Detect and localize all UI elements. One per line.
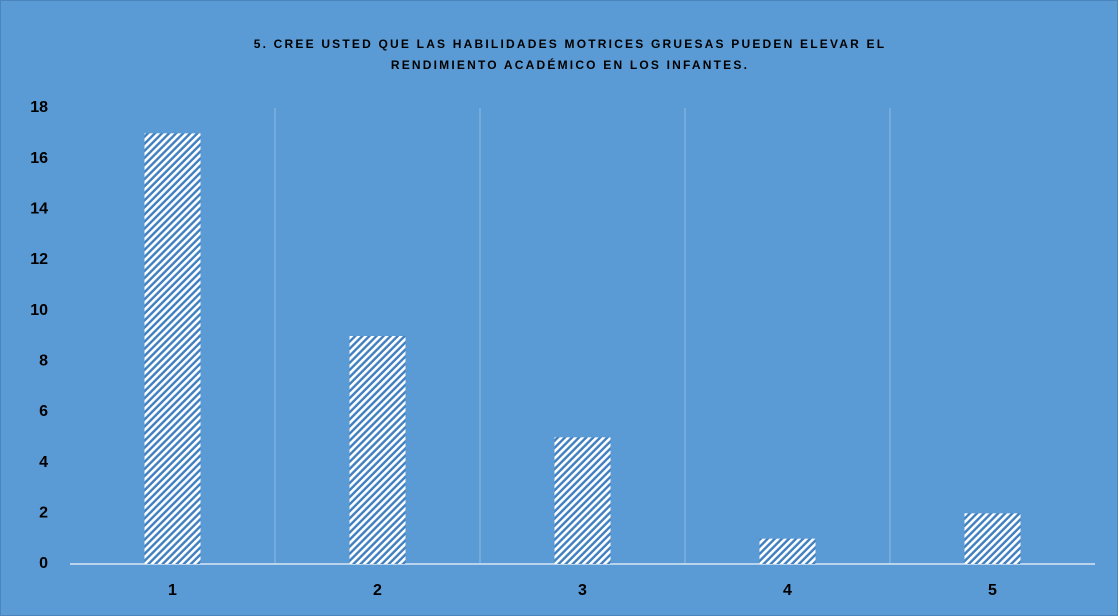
y-tick-label: 8: [39, 353, 48, 370]
y-tick-label: 2: [39, 505, 48, 522]
x-tick-label: 3: [578, 582, 587, 599]
y-tick-label: 4: [39, 454, 48, 471]
bar: [964, 513, 1021, 564]
x-tick-label: 5: [988, 582, 997, 599]
bar: [759, 538, 816, 564]
bar: [554, 437, 611, 564]
y-tick-label: 6: [39, 403, 48, 420]
y-tick-label: 14: [30, 201, 48, 218]
x-tick-label: 2: [373, 582, 382, 599]
y-tick-label: 12: [30, 251, 48, 268]
y-tick-label: 18: [30, 99, 48, 116]
x-tick-label: 1: [168, 582, 177, 599]
y-tick-label: 10: [30, 302, 48, 319]
chart-title: RENDIMIENTO ACADÉMICO EN LOS INFANTES.: [391, 57, 749, 72]
chart-title: 5. CREE USTED QUE LAS HABILIDADES MOTRIC…: [254, 37, 887, 51]
x-tick-label: 4: [783, 582, 792, 599]
bar: [144, 133, 201, 565]
y-tick-label: 0: [39, 555, 48, 572]
bar: [349, 336, 406, 564]
y-tick-label: 16: [30, 150, 48, 167]
